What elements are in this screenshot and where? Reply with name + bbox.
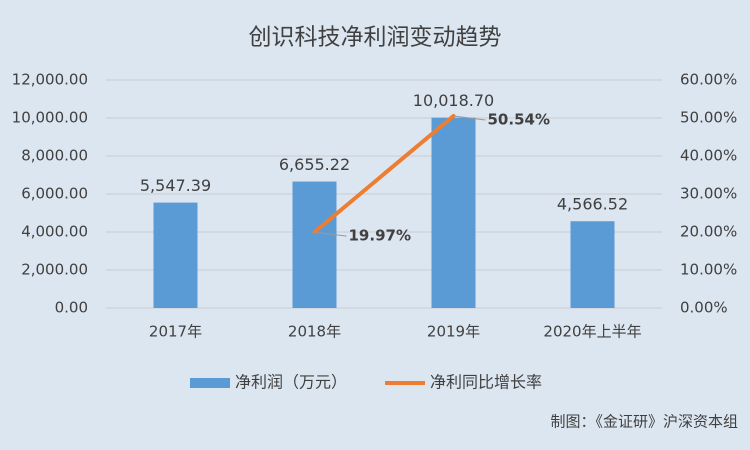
y-tick-label: 0.00 [55,299,88,317]
x-tick-label: 2017年 [149,323,202,341]
label-leader [314,231,347,237]
y-tick-label: 6,000.00 [21,185,88,203]
bar-value-label: 6,655.22 [279,155,350,174]
bar [153,202,198,308]
y2-tick-label: 50.00% [680,109,737,127]
y-tick-label: 8,000.00 [21,147,88,165]
bar [570,221,615,308]
y-tick-label: 10,000.00 [12,109,88,127]
y2-tick-label: 30.00% [680,185,737,203]
y-tick-label: 12,000.00 [12,71,88,89]
source-note: 制图：《金证研》沪深资本组 [550,413,738,431]
bar [431,117,476,308]
x-tick-label: 2020年上半年 [543,323,641,341]
x-tick-label: 2019年 [427,323,480,341]
line-value-label: 19.97% [349,227,411,245]
legend-label: 净利润（万元） [235,373,347,392]
bar [292,181,337,308]
y2-tick-label: 0.00% [680,299,728,317]
y2-tick-label: 40.00% [680,147,737,165]
legend-swatch [190,378,230,388]
y2-tick-label: 60.00% [680,71,737,89]
y-tick-label: 2,000.00 [21,261,88,279]
bar-value-label: 5,547.39 [140,176,211,195]
bar-value-label: 4,566.52 [557,195,628,214]
bar-value-label: 10,018.70 [413,91,494,110]
legend-label: 净利同比增长率 [430,373,542,392]
y2-tick-label: 20.00% [680,223,737,241]
y-tick-label: 4,000.00 [21,223,88,241]
chart-title: 创识科技净利润变动趋势 [249,25,502,51]
label-leader [453,115,486,121]
line [312,113,456,235]
y2-tick-label: 10.00% [680,261,737,279]
x-tick-label: 2018年 [288,323,341,341]
line-value-label: 50.54% [488,110,550,128]
